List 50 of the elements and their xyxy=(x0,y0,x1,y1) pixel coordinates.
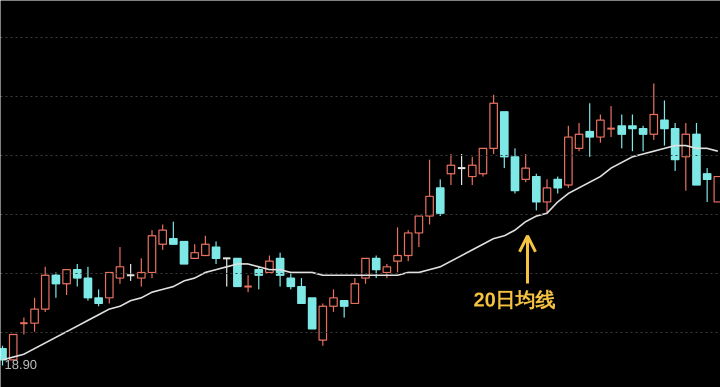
candlestick xyxy=(180,240,188,265)
candlestick xyxy=(585,102,594,158)
candlestick xyxy=(446,153,456,186)
candlestick xyxy=(286,272,296,290)
candlestick xyxy=(468,156,477,186)
candlestick xyxy=(425,159,434,226)
candlestick xyxy=(94,288,103,307)
candlestick xyxy=(628,114,637,152)
candlestick xyxy=(201,235,210,256)
candlestick xyxy=(340,300,348,318)
candlestick xyxy=(116,246,124,284)
candlestick xyxy=(617,114,626,149)
annotation: 18.90 xyxy=(4,357,38,372)
candlestick xyxy=(329,288,338,313)
candlestick xyxy=(254,266,264,290)
candlestick xyxy=(542,178,552,214)
candlestick xyxy=(382,263,392,279)
candlestick xyxy=(681,122,690,192)
candlestick xyxy=(456,153,466,186)
candlestick xyxy=(372,254,381,279)
candlestick xyxy=(30,297,39,332)
candlestick xyxy=(52,272,60,298)
candlestick xyxy=(297,277,306,304)
candlestick xyxy=(414,215,424,248)
candlestick xyxy=(404,230,413,262)
candlestick xyxy=(553,176,562,194)
candlestick xyxy=(62,269,71,296)
annotation: 20日均线 xyxy=(474,290,556,312)
candlestick xyxy=(660,100,669,146)
candlestick xyxy=(190,244,200,259)
candlestick xyxy=(136,258,146,288)
candlestick xyxy=(212,240,220,265)
candlestick xyxy=(521,153,530,183)
candlestick xyxy=(649,82,658,140)
candlestick xyxy=(393,226,402,274)
candlestick xyxy=(638,125,648,152)
candlestick xyxy=(596,114,605,144)
candlestick xyxy=(126,263,136,282)
candlestick xyxy=(158,224,168,250)
candlestick xyxy=(702,168,712,203)
candlestick xyxy=(19,316,29,336)
candlestick xyxy=(276,252,284,288)
candlestick xyxy=(222,257,232,288)
candlestick xyxy=(243,274,253,293)
candlestick xyxy=(606,105,616,138)
candlestick xyxy=(72,263,82,288)
candlestick xyxy=(350,277,360,304)
candlestick xyxy=(84,266,92,302)
candlestick xyxy=(574,122,584,152)
candlestick xyxy=(169,221,178,245)
